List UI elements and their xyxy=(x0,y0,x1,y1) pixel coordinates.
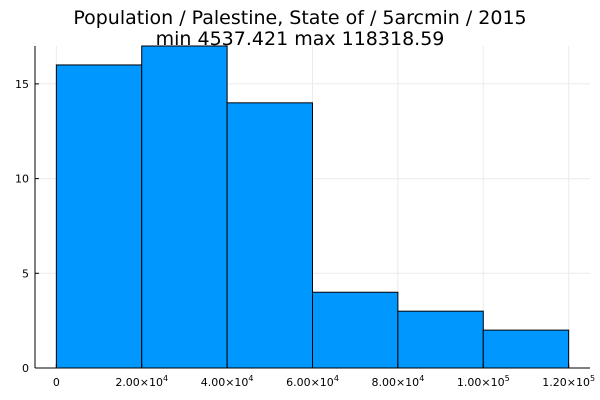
histogram-bar xyxy=(55,64,143,369)
x-tick-label: 0 xyxy=(53,376,60,389)
x-tick-label: 1.20×105 xyxy=(542,374,595,389)
x-tick-label: 2.00×104 xyxy=(115,374,168,389)
histogram-bar xyxy=(482,329,570,369)
histogram-bar xyxy=(312,291,399,369)
histogram-bar xyxy=(141,45,228,369)
histogram-bar xyxy=(226,102,313,369)
x-tick-label: 1.00×105 xyxy=(457,374,510,389)
x-tick-label: 8.00×104 xyxy=(371,374,424,389)
y-tick-label: 0 xyxy=(22,362,29,375)
chart-title-line-2: min 4537.421 max 118318.59 xyxy=(155,28,445,50)
histogram-bar xyxy=(397,310,484,369)
y-tick-label: 5 xyxy=(22,267,29,280)
y-tick-label: 10 xyxy=(15,173,29,186)
x-tick-label: 4.00×104 xyxy=(201,374,254,389)
y-tick-label: 15 xyxy=(15,78,29,91)
x-tick-label: 6.00×104 xyxy=(286,374,339,389)
chart-title-line-1: Population / Palestine, State of / 5arcm… xyxy=(73,7,527,29)
